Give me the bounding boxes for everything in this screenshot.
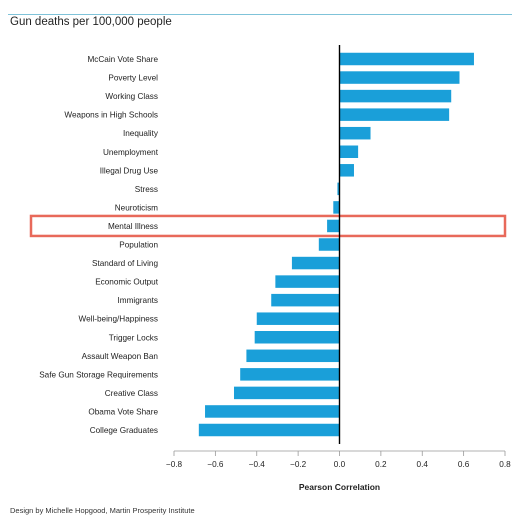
category-label: Illegal Drug Use [100,166,159,175]
bar-safe-gun-storage-requirements [240,368,340,381]
category-label: Working Class [105,92,158,101]
category-label: Stress [135,185,158,194]
category-label: Unemployment [103,148,159,157]
chart-title: Gun deaths per 100,000 people [10,16,172,28]
bar-neuroticism [333,201,340,214]
bar-trigger-locks [254,331,340,344]
x-tick-label: 0.2 [375,460,387,469]
x-tick-label: −0.4 [249,460,266,469]
category-label: Weapons in High Schools [64,111,158,120]
bar-creative-class [233,386,340,400]
bar-stress [337,182,340,196]
category-label: College Graduates [90,426,158,435]
x-tick-label: 0.6 [458,460,470,469]
category-label: Neuroticism [115,203,158,212]
category-label: Assault Weapon Ban [82,352,159,361]
category-label: Creative Class [105,389,158,398]
bar-well-being-happiness [256,312,340,325]
bar-unemployment [339,145,359,158]
bar-mental-illness [327,219,340,233]
category-label: Trigger Locks [109,333,158,342]
x-tick-label: −0.6 [207,460,224,469]
bar-inequality [339,126,371,140]
bar-standard-of-living [291,256,340,270]
x-axis-group: −0.8 −0.6 −0.4 −0.2 0.0 0.2 0.4 0.6 0.8 [166,450,511,469]
bar-weapons-in-high-schools [339,108,450,121]
bar-mccain-vote-share [339,52,474,66]
x-tick-label: 0.8 [499,460,511,469]
category-labels-group: McCain Vote Share Poverty Level Working Cl… [39,55,159,435]
bar-obama-vote-share [205,405,340,418]
category-label: Standard of Living [92,259,158,268]
x-tick-label: 0.0 [334,460,346,469]
category-label: Population [119,241,158,250]
bar-immigrants [271,293,340,307]
highlight-box [29,214,507,238]
x-axis-label: Pearson Correlation [299,482,380,492]
bar-illegal-drug-use [339,164,354,177]
category-label: Obama Vote Share [88,407,158,416]
top-rule [8,14,512,15]
bar-population [318,238,340,251]
category-label: Poverty Level [108,74,158,83]
category-label: Well-being/Happiness [79,315,159,324]
credit-text: Design by Michelle Hopgood, Martin Prosp… [10,506,195,515]
bar-economic-output [275,275,340,288]
bar-poverty-level [339,71,460,84]
category-label: Mental Illness [108,222,158,231]
category-label: Inequality [123,129,159,138]
category-label: Immigrants [118,296,159,305]
category-label: Economic Output [95,278,159,287]
bar-working-class [339,89,452,103]
category-label: McCain Vote Share [87,55,158,64]
x-tick-label: −0.2 [290,460,307,469]
category-label: Safe Gun Storage Requirements [39,370,158,379]
bar-college-graduates [198,423,340,437]
bars-group [198,52,474,437]
x-tick-label: 0.4 [417,460,429,469]
bar-assault-weapon-ban [246,349,340,363]
x-tick-label: −0.8 [166,460,183,469]
